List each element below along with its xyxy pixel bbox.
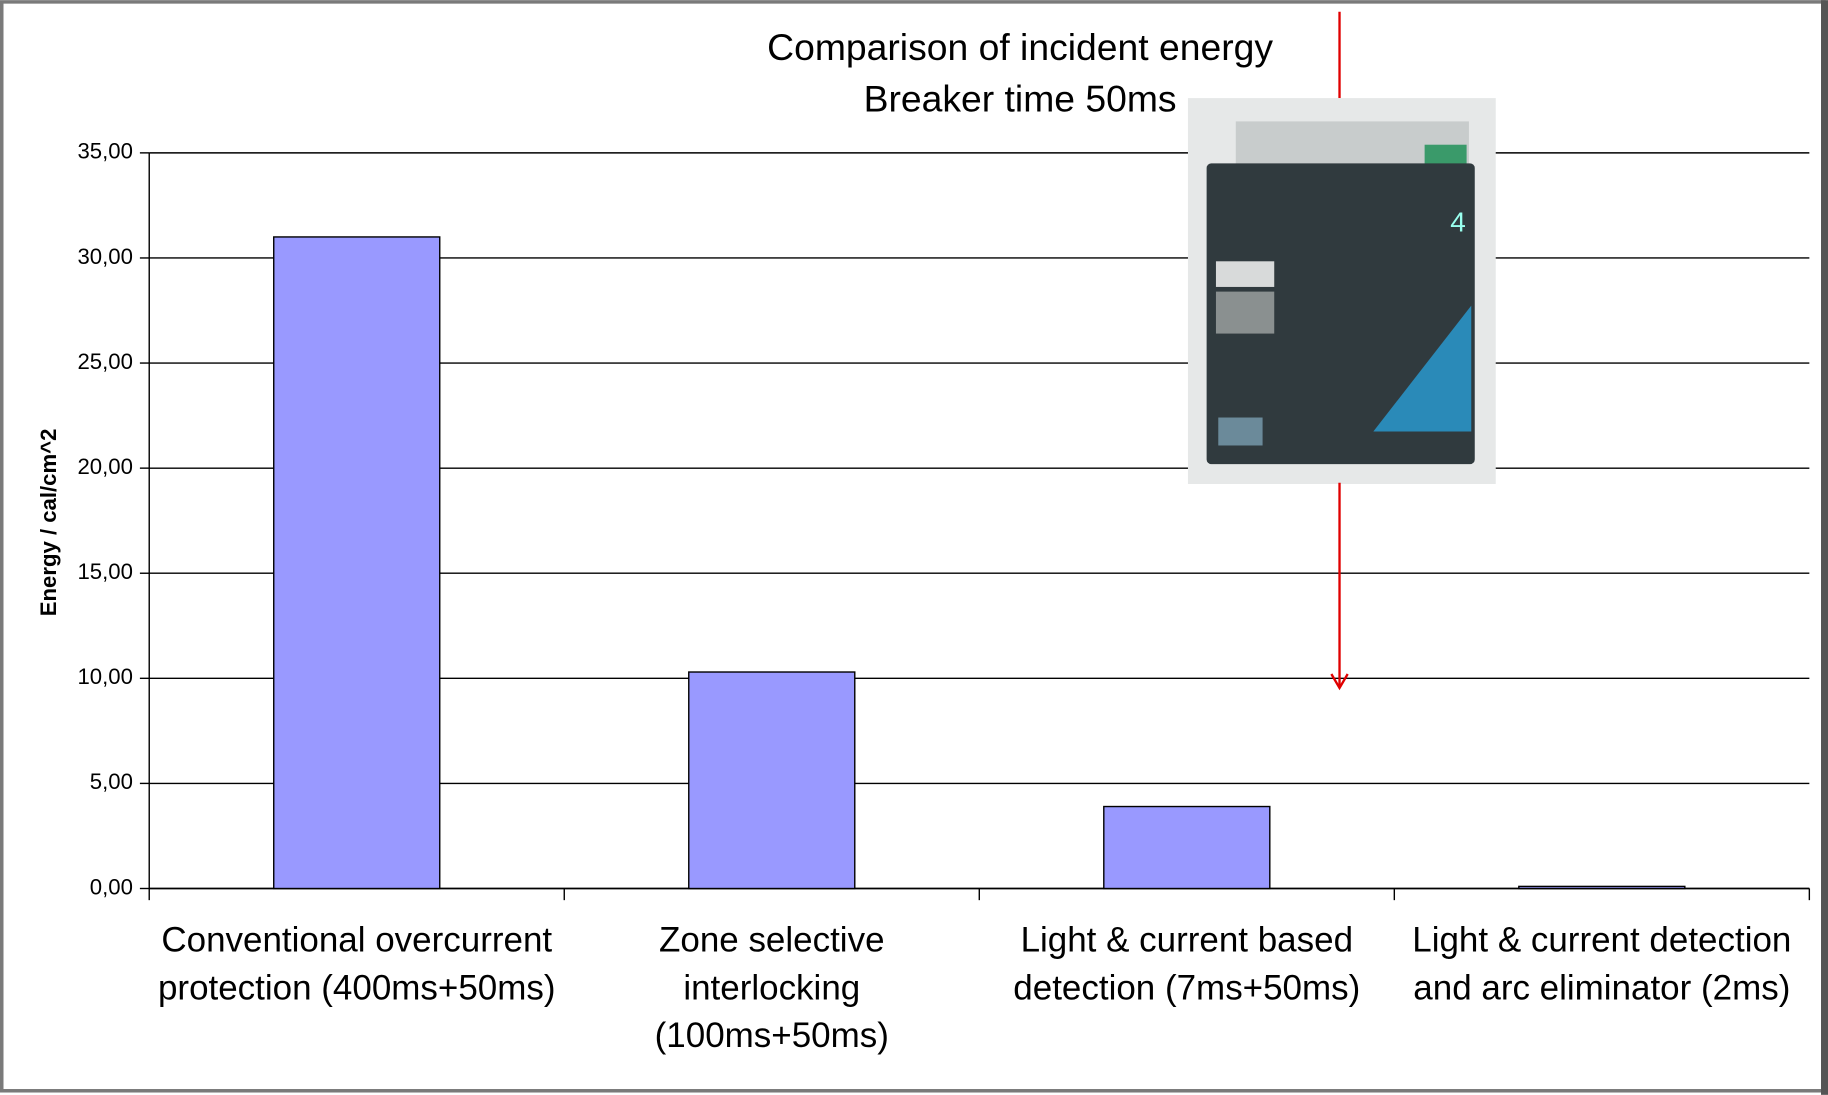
chart-title: Comparison of incident energy [767,26,1273,68]
y-tick-label: 0,00 [90,874,133,899]
device-mark: 4 [1450,206,1466,237]
device-label [1218,418,1262,446]
chart-subtitle: Breaker time 50ms [864,77,1177,119]
bar [274,237,440,889]
x-tick-label-box: Conventional overcurrent protection (400… [154,916,560,1079]
x-tick-label-box: Zone selective interlocking (100ms+50ms) [569,916,975,1079]
bar [1104,807,1270,889]
y-tick-label: 5,00 [90,769,133,794]
y-tick-label: 35,00 [77,139,132,164]
page: {"chart_data": {"type": "bar", "title": … [0,0,1828,1095]
x-tick-label: Light & current based detection (7ms+50m… [984,916,1390,1012]
y-tick-label: 20,00 [77,454,132,479]
bar [1519,886,1685,888]
frame-shadow [1821,0,1828,1095]
x-tick-label-box: Light & current detection and arc elimin… [1399,916,1805,1079]
x-tick-label: Zone selective interlocking (100ms+50ms) [569,916,975,1059]
x-tick-label-box: Light & current based detection (7ms+50m… [984,916,1390,1079]
device-label [1216,261,1274,287]
bar [689,672,855,888]
y-axis-label: Energy / cal/cm^2 [36,429,61,617]
chart: 0,00 5,00 10,00 15,00 20,00 25,00 30,00 35,00 Co… [0,0,1828,1095]
y-tick-label: 10,00 [77,664,132,689]
x-tick-label: Conventional overcurrent protection (400… [154,916,560,1012]
y-tick-label: 15,00 [77,559,132,584]
device-label [1216,292,1274,334]
x-tick-label: Light & current detection and arc elimin… [1399,916,1805,1012]
y-tick-label: 30,00 [77,244,132,269]
y-tick-label: 25,00 [77,349,132,374]
